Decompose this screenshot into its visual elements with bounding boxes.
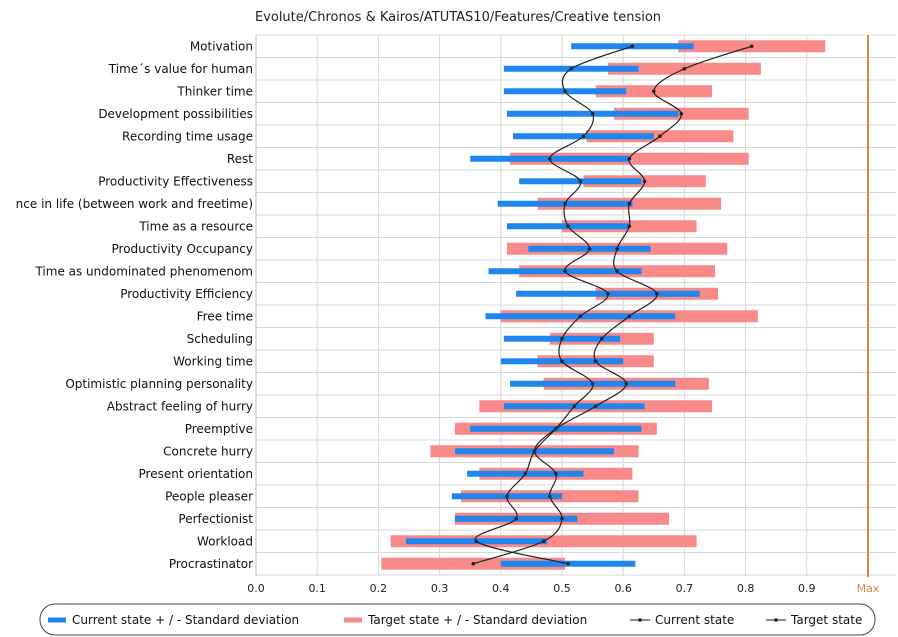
target-state-point: [652, 89, 656, 94]
category-label: People pleaser: [165, 489, 253, 503]
category-label: Working time: [173, 354, 253, 368]
category-label: Rest: [227, 152, 253, 166]
category-label: Productivity Efficiency: [120, 287, 253, 301]
target-state-point: [471, 561, 476, 566]
x-tick-label: 0.6: [614, 582, 632, 595]
legend-label-current-line: Current state: [655, 613, 734, 627]
current-state-line: [474, 45, 633, 565]
category-label: Thinker time: [176, 84, 253, 98]
category-label: Productivity Effectiveness: [98, 174, 253, 188]
category-label: Scheduling: [187, 332, 253, 346]
current-state-point: [578, 314, 583, 319]
legend-marker-target-line: [774, 618, 778, 622]
target-state-point: [532, 449, 537, 454]
target-state-line: [473, 45, 752, 565]
target-state-point: [554, 426, 558, 431]
category-label: Optimistic planning personality: [65, 377, 253, 391]
category-label: Productivity Occupancy: [112, 242, 253, 256]
target-state-point: [593, 359, 598, 364]
target-state-point: [560, 516, 564, 521]
category-label: Abstract feeling of hurry: [107, 399, 253, 413]
current-state-point: [514, 516, 518, 521]
target-state-point: [593, 404, 598, 409]
current-state-point: [590, 111, 595, 116]
category-label: Time´s value for human: [108, 62, 253, 76]
category-label: Motivation: [190, 39, 253, 53]
x-tick-label: 0.9: [798, 582, 816, 595]
legend-label-target-bar: Target state + / - Standard deviation: [367, 613, 587, 627]
legend-marker-current-line: [638, 618, 642, 622]
current-state-point: [572, 404, 577, 409]
category-label: Preemptive: [185, 422, 253, 436]
target-state-point: [627, 314, 632, 319]
x-tick-label: 0.2: [370, 582, 388, 595]
category-label: Present orientation: [139, 467, 253, 481]
chart-title: Evolute/Chronos & Kairos/ATUTAS10/Featur…: [255, 10, 661, 25]
current-state-point: [590, 381, 595, 386]
category-label: Time as a resource: [138, 219, 253, 233]
max-tick-label: Max: [857, 582, 880, 595]
target-state-point: [554, 471, 558, 476]
target-state-point: [624, 381, 629, 386]
current-state-point: [578, 179, 583, 184]
target-state-point: [627, 201, 632, 206]
target-state-point: [599, 336, 604, 341]
target-state-point: [749, 44, 754, 49]
x-tick-label: 0.5: [553, 582, 571, 595]
current-state-point: [563, 201, 567, 206]
x-tick-label: 0.3: [431, 582, 449, 595]
x-tick-label: 0.1: [308, 582, 326, 595]
current-state-point: [547, 156, 552, 161]
x-tick-label: 0.7: [676, 582, 694, 595]
category-label: Development possibilities: [98, 107, 253, 121]
lines: [471, 44, 754, 566]
target-state-point: [615, 246, 619, 251]
x-tick-label: 0.4: [492, 582, 510, 595]
current-state-point: [560, 359, 564, 364]
target-state-point: [547, 494, 552, 499]
current-state-point: [474, 539, 479, 544]
category-label: nce in life (between work and freetime): [16, 197, 253, 211]
current-state-point: [566, 561, 570, 566]
current-state-point: [569, 66, 573, 71]
legend-label-current-bar: Current state + / - Standard deviation: [72, 613, 299, 627]
legend-frame: [39, 603, 876, 636]
category-label: Time as undominated phenomenom: [34, 264, 253, 278]
target-state-point: [642, 179, 647, 184]
x-axis-ticks: 0.0 0.1 0.2 0.3 0.4 0.5 0.6 0.7 0.8 0.9 Max: [247, 582, 880, 595]
current-state-point: [587, 246, 592, 251]
category-labels: Motivation Time´s value for human Thinker …: [16, 39, 254, 571]
target-state-point: [682, 66, 687, 71]
category-label: Concrete hurry: [163, 444, 253, 458]
category-label: Free time: [197, 309, 253, 323]
category-label: Procrastinator: [169, 557, 253, 571]
legend: Current state + / - Standard deviation T…: [39, 603, 876, 636]
current-state-point: [563, 89, 567, 94]
legend-label-target-line: Target state: [790, 613, 862, 627]
current-state-point: [505, 494, 509, 499]
target-state-point: [655, 291, 659, 296]
target-state-point: [627, 224, 632, 229]
x-tick-label: 0.0: [247, 582, 265, 595]
x-tick-label: 0.8: [737, 582, 755, 595]
target-state-point: [658, 134, 662, 139]
target-state-point: [679, 111, 684, 116]
current-state-point: [581, 134, 586, 139]
target-state-point: [541, 539, 546, 544]
current-state-point: [606, 291, 610, 296]
current-state-point: [523, 471, 528, 476]
category-label: Recording time usage: [122, 129, 253, 143]
target-state-point: [615, 269, 619, 274]
current-state-point: [630, 44, 635, 49]
current-state-point: [563, 269, 567, 274]
target-state-point: [627, 156, 632, 161]
current-state-point: [566, 224, 570, 229]
category-label: Workload: [197, 534, 253, 548]
current-state-point: [560, 336, 564, 341]
category-label: Perfectionist: [178, 512, 253, 526]
